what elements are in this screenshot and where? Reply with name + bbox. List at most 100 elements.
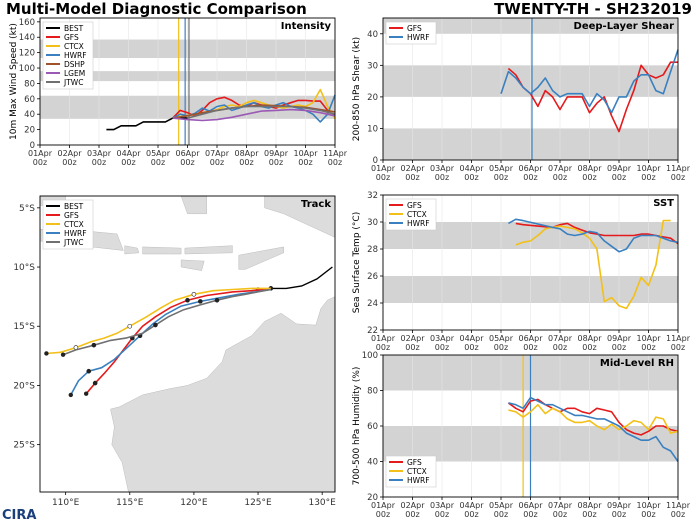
- x-tick-label: 09Apr 00z: [264, 149, 289, 167]
- x-tick-label: 05Apr 00z: [489, 501, 514, 519]
- track-gfs: [85, 287, 271, 395]
- x-tick-label: 01Apr 00z: [371, 334, 396, 352]
- track-point: [91, 342, 97, 348]
- panel-rh: 20 40 60 80 100 Mid-Level RH 700-500 hPa Humid…: [352, 351, 691, 519]
- plot-frame: [39, 195, 336, 493]
- legend-label: GFS: [64, 33, 79, 42]
- track-jtwc: [62, 288, 272, 356]
- x-tick-label: 06Apr 00z: [518, 164, 543, 182]
- lat-tick-label: 10°S: [13, 263, 35, 273]
- panel-title: Deep-Layer Shear: [574, 21, 675, 32]
- lon-tick-label: 115°E: [116, 498, 144, 508]
- legend-label: CTCX: [64, 42, 84, 51]
- track-point: [86, 368, 92, 374]
- track-end-point: [68, 392, 73, 398]
- x-tick-label: 07Apr 00z: [548, 334, 573, 352]
- sumba-island: [180, 259, 205, 271]
- x-tick-label: 07Apr 00z: [548, 501, 573, 519]
- y-tick-label: 40: [24, 110, 35, 120]
- x-tick-label: 09Apr 00z: [607, 501, 632, 519]
- legend-label: CTCX: [64, 220, 84, 229]
- y-tick-label: 100: [362, 351, 378, 361]
- australia: [110, 296, 336, 493]
- y-tick-label: 0: [373, 156, 378, 166]
- series-best: [106, 117, 188, 131]
- y-tick-label: 80: [367, 387, 378, 397]
- lon-tick-label: 125°E: [244, 498, 272, 508]
- y-tick-label: 40: [367, 30, 378, 40]
- legend-label: JTWC: [63, 78, 83, 87]
- track-end-point: [44, 351, 49, 356]
- y-tick-label: 20: [367, 93, 378, 103]
- timor-island: [238, 246, 284, 270]
- x-tick-label: 04Apr 00z: [459, 164, 484, 182]
- series-hwrf: [508, 218, 679, 253]
- y-tick-label: 26: [367, 272, 378, 282]
- x-tick-label: 07Apr 00z: [205, 149, 230, 167]
- y-tick-label: 28: [367, 245, 378, 255]
- cira-logo: CIRA: [2, 508, 36, 523]
- x-tick-label: 01Apr 00z: [28, 149, 53, 167]
- x-tick-label: 11Apr 00z: [666, 334, 691, 352]
- x-tick-label: 02Apr 00z: [400, 334, 425, 352]
- x-tick-label: 09Apr 00z: [607, 164, 632, 182]
- y-tick-label: 100: [19, 64, 35, 74]
- track-ctcx: [46, 287, 271, 355]
- lon-tick-label: 130°E: [308, 498, 336, 508]
- left-title: Multi-Model Diagnostic Comparison: [6, 0, 307, 18]
- x-tick-label: 08Apr 00z: [577, 334, 602, 352]
- logo-text: CIRA: [2, 508, 37, 523]
- series-ctcx: [515, 219, 671, 310]
- y-tick-label: 0: [30, 141, 35, 151]
- y-axis-label: 200-850 hPa Shear (kt): [352, 37, 362, 141]
- y-axis-label: 10m Max Wind Speed (kt): [9, 23, 19, 140]
- x-tick-label: 11Apr 00z: [323, 149, 348, 167]
- panel-title: Mid-Level RH: [600, 358, 674, 369]
- x-tick-label: 01Apr 00z: [371, 501, 396, 519]
- panel-sst: 22 24 26 28 30 32 SST Sea Surface Temp (°C) GFSC…: [352, 191, 691, 352]
- legend-label: HWRF: [64, 51, 87, 60]
- x-tick-label: 08Apr 00z: [234, 149, 259, 167]
- x-tick-label: 06Apr 00z: [518, 501, 543, 519]
- x-tick-label: 11Apr 00z: [666, 501, 691, 519]
- x-tick-label: 10Apr 00z: [636, 164, 661, 182]
- bali-island: [124, 245, 140, 255]
- legend-label: DSHP: [64, 60, 85, 69]
- x-tick-label: 04Apr 00z: [459, 501, 484, 519]
- right-title: TWENTY-TH - SH232019: [494, 0, 692, 18]
- track-point: [191, 291, 197, 297]
- y-tick-label: 140: [19, 33, 35, 43]
- x-tick-label: 10Apr 00z: [636, 501, 661, 519]
- y-tick-label: 20: [367, 493, 378, 503]
- y-tick-label: 160: [19, 18, 35, 28]
- x-tick-label: 11Apr 00z: [666, 164, 691, 182]
- legend-label: GFS: [407, 201, 422, 210]
- track-point: [92, 380, 98, 386]
- legend-label: LGEM: [64, 69, 85, 78]
- legend-label: GFS: [64, 211, 79, 220]
- y-tick-label: 60: [367, 422, 378, 432]
- x-tick-label: 05Apr 00z: [146, 149, 171, 167]
- panel-shear: 0 10 20 30 40 Deep-Layer Shear 200-850 hPa She…: [352, 17, 691, 182]
- x-tick-label: 05Apr 00z: [489, 164, 514, 182]
- series-jtwc: [187, 105, 336, 119]
- series-hwrf: [508, 396, 679, 462]
- track-point: [127, 323, 133, 329]
- track-hwrf: [70, 288, 272, 396]
- x-tick-label: 09Apr 00z: [607, 334, 632, 352]
- y-tick-label: 20: [24, 126, 35, 136]
- y-tick-label: 32: [367, 191, 378, 201]
- y-tick-label: 22: [367, 326, 378, 336]
- lon-tick-label: 110°E: [52, 498, 80, 508]
- x-tick-label: 06Apr 00z: [518, 334, 543, 352]
- x-tick-label: 10Apr 00z: [293, 149, 318, 167]
- x-tick-label: 01Apr 00z: [371, 164, 396, 182]
- panel-title: SST: [653, 198, 674, 209]
- legend-label: CTCX: [407, 467, 427, 476]
- flores-island: [184, 245, 233, 255]
